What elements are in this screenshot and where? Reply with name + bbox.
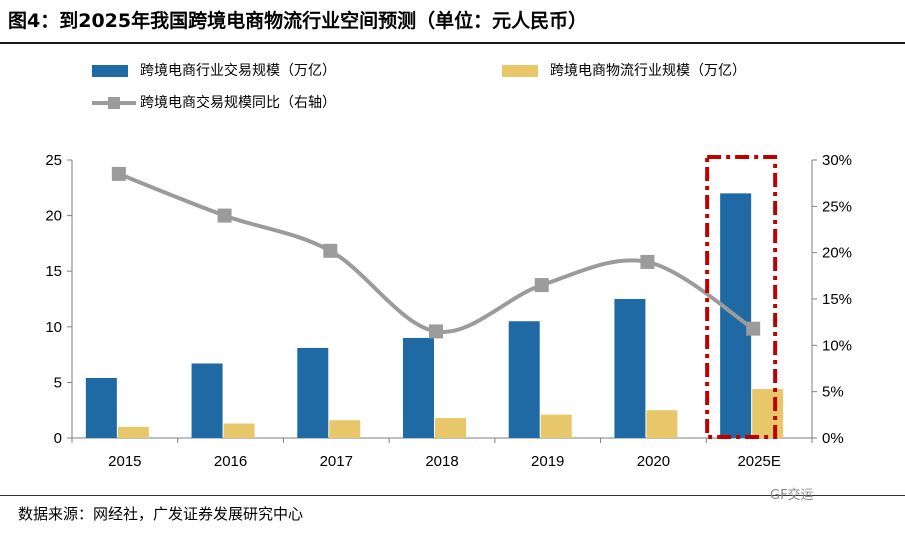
x-axis-tick-label: 2018 xyxy=(425,453,458,470)
bar-logistics xyxy=(329,420,361,438)
legend-item-trade-volume: 跨境电商行业交易规模（万亿） xyxy=(92,62,432,80)
left-axis-tick-label: 10 xyxy=(45,319,62,336)
bar-trade-volume xyxy=(297,347,329,438)
x-axis-tick-label: 2017 xyxy=(320,453,353,470)
bar-trade-volume xyxy=(508,321,540,438)
right-axis-tick-label: 0% xyxy=(822,430,844,447)
right-axis-tick-label: 20% xyxy=(822,245,852,262)
legend-swatch-trade-volume xyxy=(92,65,128,77)
bar-trade-volume xyxy=(191,363,223,438)
bar-trade-volume xyxy=(85,377,117,438)
forecast-highlight-box xyxy=(705,155,778,439)
source-note: 数据来源：网经社，广发证券发展研究中心 xyxy=(18,505,304,523)
left-axis-tick-label: 25 xyxy=(45,152,62,169)
legend-item-growth: 跨境电商交易规模同比（右轴） xyxy=(92,94,432,112)
x-axis-tick-label: 2016 xyxy=(214,453,247,470)
bar-logistics xyxy=(223,423,255,438)
source-divider xyxy=(0,495,905,496)
left-axis-tick-label: 5 xyxy=(54,374,62,391)
bar-trade-volume xyxy=(614,299,646,438)
bar-logistics xyxy=(435,417,466,438)
x-axis-tick-label: 2025E xyxy=(737,453,780,470)
legend-marker-growth xyxy=(108,97,120,109)
right-axis-tick-label: 10% xyxy=(822,337,852,354)
bar-logistics xyxy=(646,410,678,438)
legend-item-logistics: 跨境电商物流行业规模（万亿） xyxy=(502,62,842,80)
point-growth xyxy=(111,166,126,181)
point-growth xyxy=(640,254,655,269)
line-growth xyxy=(118,172,755,334)
legend-label-logistics: 跨境电商物流行业规模（万亿） xyxy=(550,63,746,79)
bar-logistics xyxy=(752,389,784,438)
left-axis-tick-label: 15 xyxy=(45,263,62,280)
left-axis-tick-label: 20 xyxy=(45,208,62,225)
point-growth xyxy=(534,278,549,293)
point-growth xyxy=(429,324,443,339)
point-growth xyxy=(323,243,338,258)
bar-logistics xyxy=(540,414,572,438)
point-growth xyxy=(746,321,761,336)
x-axis-tick-label: 2020 xyxy=(637,453,670,470)
chart-title: 图4：到2025年我国跨境电商物流行业空间预测（单位：元人民币） xyxy=(8,10,588,32)
legend-label-growth: 跨境电商交易规模同比（右轴） xyxy=(140,95,336,111)
right-axis-tick-label: 25% xyxy=(822,198,852,215)
right-axis-tick-label: 30% xyxy=(822,152,852,169)
right-axis-tick-label: 5% xyxy=(822,384,844,401)
x-axis-tick-label: 2019 xyxy=(531,453,564,470)
title-divider xyxy=(0,42,905,44)
left-axis-tick-label: 0 xyxy=(54,430,62,447)
watermark: GF交运 xyxy=(770,488,814,503)
bar-logistics xyxy=(117,426,149,438)
point-growth xyxy=(217,208,232,223)
bar-trade-volume xyxy=(403,337,434,438)
legend-swatch-logistics xyxy=(502,65,538,77)
legend-label-trade-volume: 跨境电商行业交易规模（万亿） xyxy=(140,63,336,79)
x-axis-tick-label: 2015 xyxy=(108,453,141,470)
right-axis-tick-label: 15% xyxy=(822,291,852,308)
